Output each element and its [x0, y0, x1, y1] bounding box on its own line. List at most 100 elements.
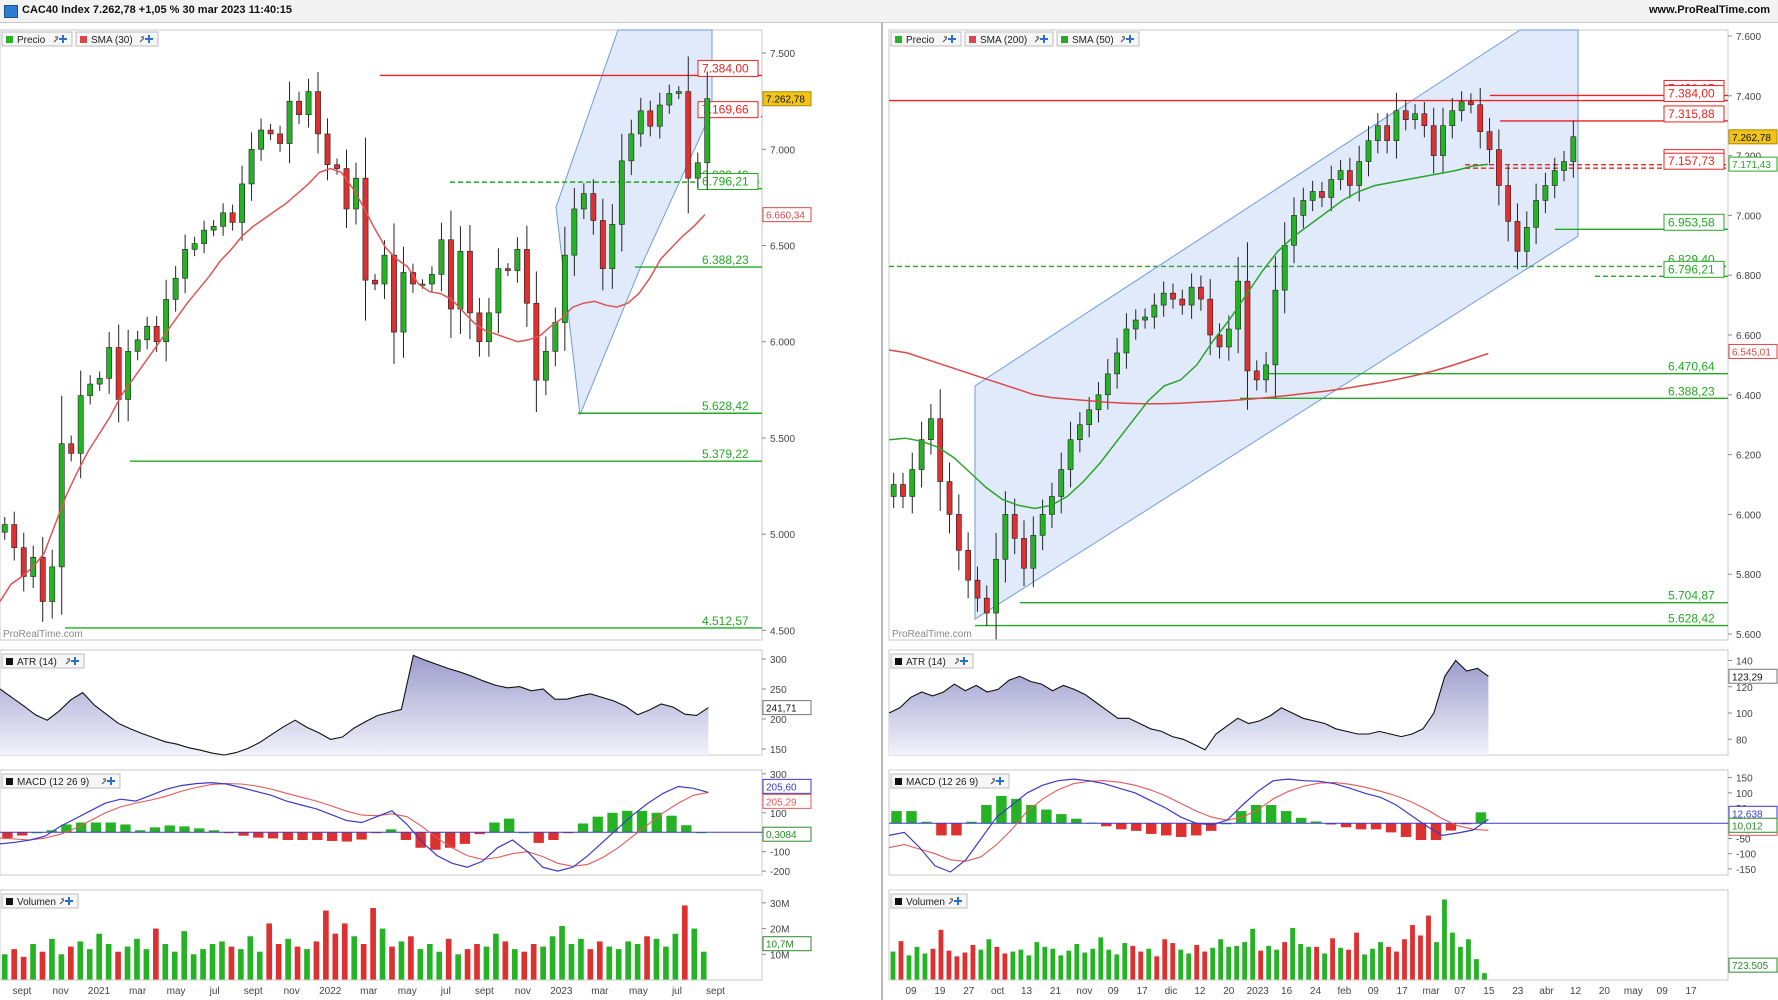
volume-bar [1018, 949, 1024, 980]
right-body [1104, 373, 1111, 396]
atr-legend-chip[interactable] [1, 653, 85, 669]
right-legend-swatch [895, 36, 902, 43]
x-axis-label: 16 [1281, 986, 1293, 997]
macd-legend-chip[interactable] [1, 773, 121, 789]
atr-legend-chip[interactable] [890, 653, 974, 669]
level-label: 6.796,21 [1668, 262, 1715, 276]
plus-icon[interactable] [71, 657, 79, 665]
atr-axis-tick-label: 250 [770, 685, 787, 696]
level-label: 7.384,00 [1668, 87, 1715, 101]
macd-signal-line [888, 780, 1489, 862]
right-body [1393, 110, 1400, 141]
x-axis-label: 2023 [1247, 986, 1270, 997]
right-legend-chip[interactable] [890, 31, 962, 47]
left-legend-chip[interactable] [75, 31, 159, 47]
plus-icon[interactable] [996, 777, 1004, 785]
plus-icon[interactable] [1126, 35, 1134, 43]
left-body [448, 239, 454, 310]
right-legend-chip[interactable] [964, 31, 1054, 47]
site-link[interactable]: www.ProRealTime.com [1648, 4, 1770, 16]
wrench-icon[interactable] [942, 36, 948, 43]
left-candle [467, 224, 473, 340]
left-body [115, 347, 122, 400]
left-body [467, 250, 473, 314]
plus-icon[interactable] [65, 897, 73, 905]
macd-histogram-bar [622, 810, 633, 833]
left-candle [1, 517, 8, 540]
macd-histogram-bar [1385, 823, 1397, 833]
right-candle [1002, 491, 1009, 583]
left-body [239, 183, 245, 223]
wrench-icon[interactable] [1034, 36, 1040, 43]
plus-icon[interactable] [1040, 35, 1048, 43]
right-body [1253, 370, 1260, 381]
volume-bar [417, 949, 424, 980]
macd-histogram-bar [1475, 812, 1487, 824]
plus-icon[interactable] [107, 777, 115, 785]
volume-bar [483, 946, 490, 980]
left-candle [172, 266, 179, 312]
volume-bar [1186, 953, 1192, 980]
right-legend-chip[interactable] [1056, 31, 1140, 47]
plus-icon[interactable] [59, 35, 67, 43]
x-axis-label: 09 [905, 986, 917, 997]
plus-icon[interactable] [948, 35, 956, 43]
left-candle [286, 81, 293, 164]
volume-bar [681, 905, 688, 980]
left-candle [571, 187, 578, 277]
macd-histogram-bar [90, 822, 102, 833]
right-body [1551, 170, 1558, 186]
level-box [1663, 213, 1725, 231]
x-axis-label: nov [52, 986, 68, 997]
volume-bar [1290, 927, 1296, 980]
volume-bar [379, 928, 386, 980]
volume-bar [994, 946, 1000, 980]
volume-bar [946, 950, 952, 980]
macd-hist-value-label: 0,3084 [766, 830, 797, 841]
volume-bar [549, 936, 556, 980]
wrench-icon[interactable] [139, 36, 145, 43]
right-candle [1402, 100, 1409, 131]
left-candle [96, 371, 103, 391]
left-body [277, 133, 283, 144]
plus-icon[interactable] [960, 657, 968, 665]
volume-legend-chip[interactable] [890, 893, 968, 909]
wrench-icon[interactable] [948, 898, 954, 905]
wrench-icon[interactable] [954, 658, 960, 665]
volume-bar [20, 956, 27, 980]
wrench-icon[interactable] [59, 898, 65, 905]
volume-bar [238, 949, 244, 980]
volume-bar [1450, 932, 1455, 980]
volume-bar [285, 938, 291, 980]
right-body [1495, 149, 1502, 186]
plus-icon[interactable] [954, 897, 962, 905]
right-candle [1104, 359, 1111, 410]
volume-legend-chip[interactable] [1, 893, 79, 909]
volume-bar [1426, 915, 1431, 980]
right-body [1356, 161, 1363, 186]
volume-bar [1218, 939, 1224, 980]
plus-icon[interactable] [145, 35, 153, 43]
right-body [1272, 289, 1279, 366]
left-body [68, 443, 75, 454]
left-body [87, 383, 94, 396]
wrench-icon[interactable] [101, 778, 107, 785]
right-body [1374, 125, 1381, 141]
right-candle [993, 532, 999, 640]
right-price-axis-tick-label: 6.600 [1736, 331, 1761, 342]
wrench-icon[interactable] [53, 36, 59, 43]
volume-bar [171, 951, 178, 980]
wrench-icon[interactable] [65, 658, 71, 665]
x-axis-label: may [629, 986, 648, 997]
volume-bar [181, 931, 188, 980]
level-label: 6.388,23 [702, 253, 749, 267]
axis-marker-box [1728, 343, 1778, 359]
left-legend-swatch [6, 36, 13, 43]
left-legend-chip[interactable] [1, 31, 73, 47]
volume-bar [1418, 935, 1423, 980]
left-candle [77, 370, 84, 479]
wrench-icon[interactable] [990, 778, 996, 785]
macd-legend-chip[interactable] [890, 773, 1010, 789]
volume-bar [153, 928, 159, 980]
wrench-icon[interactable] [1120, 36, 1126, 43]
